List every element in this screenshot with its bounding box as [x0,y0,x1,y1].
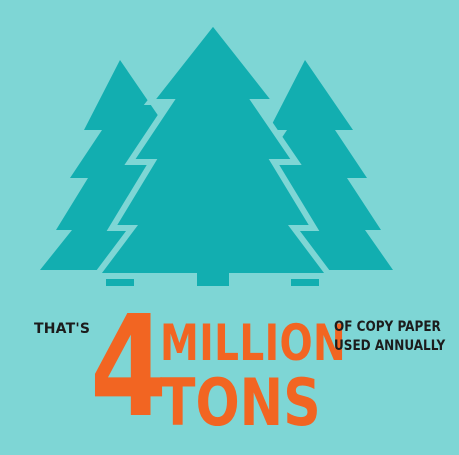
stat-description-line-1: OF COPY PAPER [334,320,441,334]
stat-prefix: THAT'S [34,322,90,336]
stat-unit-million: MILLION [160,318,346,368]
stat-unit-tons: TONS [160,371,321,436]
stat-number: 4 [90,298,164,438]
pine-trees-icon [0,0,459,300]
stat-description-line-2: USED ANNUALLY [334,339,445,353]
